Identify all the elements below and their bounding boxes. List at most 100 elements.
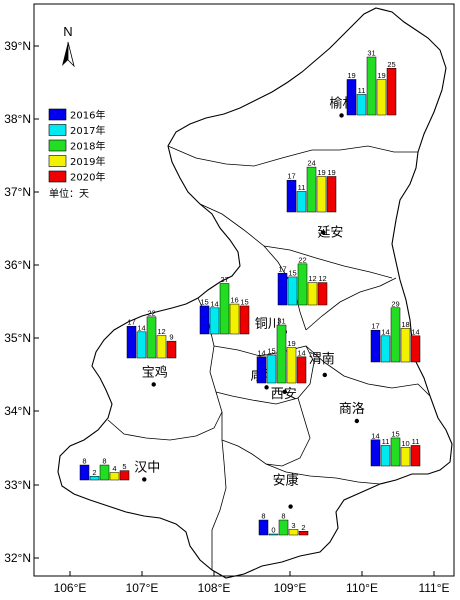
bar (256, 356, 267, 384)
bar (288, 529, 299, 536)
bar-value-label: 15 (391, 429, 399, 438)
city-label: 汉中 (134, 460, 160, 475)
bar-value-label: 14 (381, 327, 389, 336)
bar-value-label: 19 (287, 339, 295, 348)
x-tick-label: 106°E (54, 581, 87, 595)
bar-value-label: 14 (297, 348, 305, 357)
bar (287, 276, 298, 306)
bar-value-label: 2 (301, 523, 305, 532)
legend-label: 2017年 (70, 124, 105, 137)
bar-value-label: 14 (411, 327, 419, 336)
city-label: 渭南 (309, 351, 335, 367)
legend-swatch (48, 170, 67, 183)
bar (386, 68, 397, 116)
bar-value-label: 10 (401, 439, 409, 448)
bar-value-label: 19 (327, 168, 335, 177)
city-dot (321, 230, 326, 235)
boundary-weinan-south (305, 345, 431, 397)
bar-value-label: 29 (391, 299, 399, 308)
bar (298, 531, 309, 536)
bar (136, 331, 147, 359)
bar-value-label: 15 (267, 346, 275, 355)
city-dot (339, 113, 344, 118)
city-label: 延安 (317, 225, 343, 240)
y-tick-label: 34°N (4, 404, 31, 418)
bar-value-label: 31 (277, 317, 285, 326)
bar-value-label: 19 (347, 71, 355, 80)
y-tick-label: 33°N (4, 478, 31, 492)
bar-value-label: 14 (210, 299, 218, 308)
y-tick-label: 35°N (4, 331, 31, 345)
city-markers: 榆林延安铜川咸阳渭南宝鸡西安商洛汉中安康 (134, 96, 365, 509)
city-label: 铜川 (255, 317, 281, 332)
bar-value-label: 22 (147, 308, 155, 317)
bar (199, 305, 210, 335)
bar-value-label: 11 (298, 183, 306, 192)
y-tick-label: 38°N (4, 112, 31, 126)
bar-value-label: 17 (371, 322, 379, 331)
bar-value-label: 0 (271, 526, 275, 535)
boundary-xianyang-baoji (107, 297, 223, 441)
bar-value-label: 8 (261, 512, 265, 521)
bar-value-label: 8 (102, 457, 106, 466)
boundary-shangluo-south (265, 463, 381, 485)
legend-swatch (48, 155, 67, 167)
bar-value-label: 27 (220, 275, 228, 284)
bar (390, 307, 401, 363)
bar (380, 335, 391, 363)
boundary-hanzhong-ankang (211, 439, 227, 570)
bar-value-label: 8 (82, 457, 86, 466)
bar (297, 263, 308, 306)
bar-value-label: 8 (281, 512, 285, 521)
bar-value-label: 14 (257, 348, 265, 357)
bar (146, 316, 157, 359)
bar (268, 533, 279, 536)
legend: 2016年 2017年 2018年 2019年 2020年 (48, 108, 105, 184)
y-tick-label: 36°N (4, 258, 31, 272)
bar (156, 335, 167, 359)
x-tick-label: 110°E (346, 581, 378, 595)
x-axis-ticks: 106°E 107°E 108°E 109°E 110°E 111°E (54, 571, 450, 595)
bar (346, 79, 357, 116)
legend-label: 2020年 (70, 171, 105, 184)
bar-value-label: 25 (387, 60, 395, 69)
legend-swatch (48, 124, 67, 136)
bar (317, 282, 328, 306)
bar-value-label: 22 (298, 255, 306, 264)
x-tick-label: 111°E (418, 581, 449, 595)
bar (296, 356, 307, 384)
bar (266, 354, 277, 384)
bar-value-label: 31 (367, 49, 375, 58)
bar-value-label: 19 (377, 71, 385, 80)
bar-value-label: 16 (230, 296, 238, 305)
bar (296, 191, 307, 213)
bar (410, 335, 421, 363)
city-dot (288, 504, 293, 509)
bar (278, 519, 289, 536)
bar (400, 447, 411, 467)
bar-value-label: 12 (318, 274, 326, 283)
bar-value-label: 17 (287, 172, 295, 181)
bar (119, 470, 130, 481)
y-axis-ticks: 39°N 38°N 37°N 36°N 35°N 34°N 33°N 32°N (4, 39, 39, 565)
bar (89, 476, 100, 481)
bar-value-label: 15 (240, 297, 248, 306)
city-label: 安康 (273, 473, 299, 489)
bar (239, 305, 250, 335)
bar-value-label: 24 (307, 159, 315, 168)
bar-value-label: 9 (169, 333, 173, 342)
legend-swatch (48, 108, 67, 121)
unit-label: 单位：天 (49, 187, 89, 200)
bar (316, 176, 327, 213)
bar-value-label: 12 (157, 327, 165, 336)
prefecture-boundaries (107, 145, 431, 570)
